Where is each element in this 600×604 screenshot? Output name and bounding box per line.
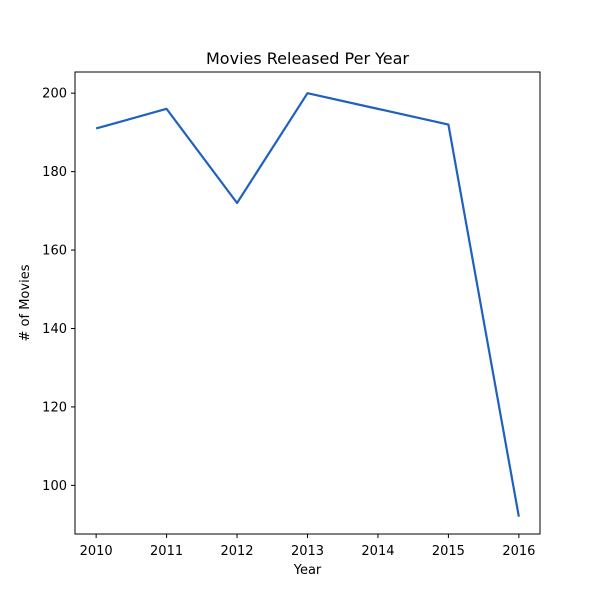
y-tick-label: 120 — [42, 400, 67, 415]
y-tick-label: 180 — [42, 165, 67, 180]
plot-area-frame — [74, 71, 541, 535]
series-layer — [95, 92, 520, 517]
series-line — [95, 92, 520, 517]
y-axis-label: # of Movies — [18, 264, 33, 341]
y-tick-label: 160 — [42, 244, 67, 259]
x-axis-ticks: 2010 2011 2012 2013 2014 2015 2016 — [80, 534, 535, 559]
x-tick-label: 2012 — [220, 544, 253, 559]
y-tick-label: 140 — [42, 322, 67, 337]
x-axis-label: Year — [293, 563, 322, 578]
x-tick-label: 2016 — [502, 544, 535, 559]
x-tick-label: 2013 — [291, 544, 324, 559]
y-tick-label: 100 — [42, 479, 67, 494]
x-tick-label: 2014 — [361, 544, 394, 559]
chart-title: Movies Released Per Year — [206, 49, 409, 68]
y-tick-label: 200 — [42, 87, 67, 102]
x-tick-label: 2011 — [150, 544, 183, 559]
x-tick-label: 2010 — [80, 544, 113, 559]
y-axis-ticks: 100 120 140 160 180 200 — [42, 87, 75, 494]
x-tick-label: 2015 — [432, 544, 465, 559]
